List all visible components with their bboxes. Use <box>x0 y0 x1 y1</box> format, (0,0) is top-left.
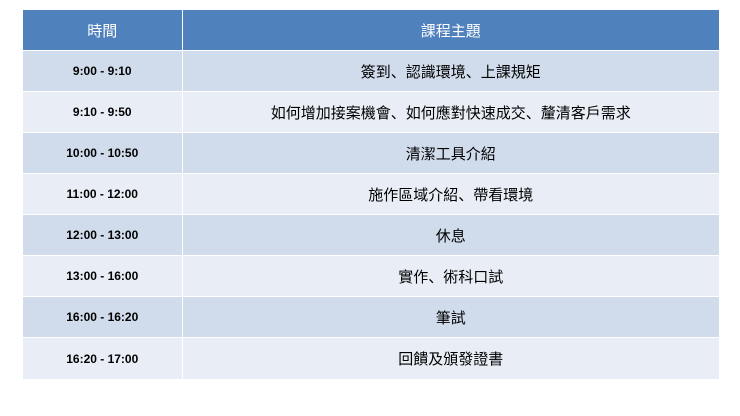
table-row: 16:00 - 16:20 筆試 <box>23 296 720 338</box>
time-cell: 16:20 - 17:00 <box>23 337 183 379</box>
table-row: 9:10 - 9:50 如何增加接案機會、如何應對快速成交、釐清客戶需求 <box>23 91 720 133</box>
topic-cell: 如何增加接案機會、如何應對快速成交、釐清客戶需求 <box>182 91 720 133</box>
topic-cell: 休息 <box>182 214 720 256</box>
table-row: 10:00 - 10:50 清潔工具介紹 <box>23 132 720 174</box>
time-cell: 13:00 - 16:00 <box>23 255 183 297</box>
topic-cell: 施作區域介紹、帶看環境 <box>182 173 720 215</box>
header-topic: 課程主題 <box>182 10 720 51</box>
topic-cell: 簽到、認識環境、上課規矩 <box>182 50 720 92</box>
time-cell: 10:00 - 10:50 <box>23 132 183 174</box>
time-cell: 12:00 - 13:00 <box>23 214 183 256</box>
table-row: 9:00 - 9:10 簽到、認識環境、上課規矩 <box>23 50 720 92</box>
time-cell: 11:00 - 12:00 <box>23 173 183 215</box>
header-time: 時間 <box>23 10 183 51</box>
topic-cell: 清潔工具介紹 <box>182 132 720 174</box>
table-row: 11:00 - 12:00 施作區域介紹、帶看環境 <box>23 173 720 215</box>
schedule-table: 時間 課程主題 9:00 - 9:10 簽到、認識環境、上課規矩 9:10 - 9:… <box>23 10 720 379</box>
header-row: 時間 課程主題 <box>23 10 720 51</box>
table-row: 16:20 - 17:00 回饋及頒發證書 <box>23 337 720 379</box>
time-cell: 16:00 - 16:20 <box>23 296 183 338</box>
table-row: 13:00 - 16:00 實作、術科口試 <box>23 255 720 297</box>
time-cell: 9:00 - 9:10 <box>23 50 183 92</box>
topic-cell: 筆試 <box>182 296 720 338</box>
time-cell: 9:10 - 9:50 <box>23 91 183 133</box>
topic-cell: 實作、術科口試 <box>182 255 720 297</box>
table-row: 12:00 - 13:00 休息 <box>23 214 720 256</box>
topic-cell: 回饋及頒發證書 <box>182 337 720 379</box>
